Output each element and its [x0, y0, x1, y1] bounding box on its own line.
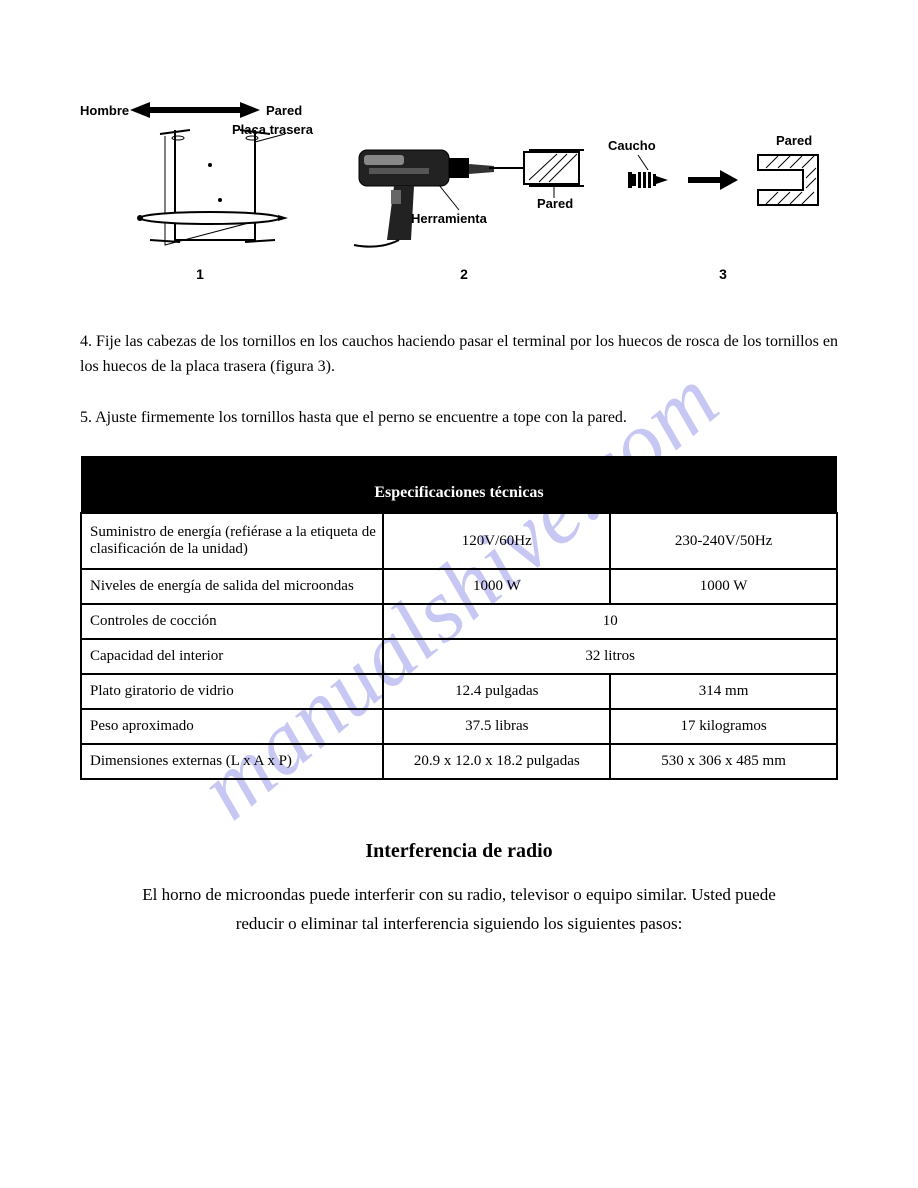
spec-val: 32 litros [383, 639, 837, 674]
fig2-svg: Herramienta Pared [339, 90, 589, 260]
section-header: Interferencia de radio [80, 840, 838, 863]
fig3-svg: Caucho Pared [608, 90, 838, 260]
spec-label: Peso aproximado [81, 709, 383, 744]
disclaimer-text: El horno de microondas puede interferir … [118, 881, 800, 939]
table-row: Niveles de energía de salida del microon… [81, 569, 837, 604]
fig1-number: 1 [196, 266, 204, 282]
spec-val: 20.9 x 12.0 x 18.2 pulgadas [383, 744, 610, 779]
page-content: Hombre Pared Placa tra [0, 0, 918, 999]
spec-val: 530 x 306 x 485 mm [610, 744, 837, 779]
table-title: Especificaciones técnicas [81, 456, 837, 513]
spec-val: 314 mm [610, 674, 837, 709]
fig2-label-herramienta: Herramienta [411, 211, 488, 226]
spec-label: Dimensiones externas (L x A x P) [81, 744, 383, 779]
step-4-text: 4. Fije las cabezas de los tornillos en … [80, 330, 838, 380]
spec-val: 17 kilogramos [610, 709, 837, 744]
table-header-row: Especificaciones técnicas [81, 456, 837, 513]
spec-label: Capacidad del interior [81, 639, 383, 674]
spec-val: 1000 W [383, 569, 610, 604]
fig2-number: 2 [460, 266, 468, 282]
fig1-label-pared: Pared [266, 103, 302, 118]
fig1-svg: Hombre Pared Placa tra [80, 90, 320, 260]
figure-3: Caucho Pared [608, 90, 838, 282]
spec-val: 12.4 pulgadas [383, 674, 610, 709]
fig3-number: 3 [719, 266, 727, 282]
spec-val: 37.5 libras [383, 709, 610, 744]
figure-2: Herramienta Pared 2 [339, 90, 589, 282]
table-row: Plato giratorio de vidrio 12.4 pulgadas … [81, 674, 837, 709]
table-row: Controles de cocción 10 [81, 604, 837, 639]
table-row: Capacidad del interior 32 litros [81, 639, 837, 674]
spec-val: 1000 W [610, 569, 837, 604]
fig1-label-hombre: Hombre [80, 103, 129, 118]
fig3-label-pared: Pared [776, 133, 812, 148]
step-5-text: 5. Ajuste firmemente los tornillos hasta… [80, 406, 838, 431]
figure-row: Hombre Pared Placa tra [80, 90, 838, 290]
spec-label: Plato giratorio de vidrio [81, 674, 383, 709]
table-row: Peso aproximado 37.5 libras 17 kilogramo… [81, 709, 837, 744]
fig1-label-placa: Placa trasera [232, 122, 314, 137]
spec-label: Niveles de energía de salida del microon… [81, 569, 383, 604]
figure-1: Hombre Pared Placa tra [80, 90, 320, 282]
spec-val: 120V/60Hz [383, 513, 610, 569]
spec-table: Especificaciones técnicas Suministro de … [80, 456, 838, 780]
table-row: Dimensiones externas (L x A x P) 20.9 x … [81, 744, 837, 779]
spec-label: Controles de cocción [81, 604, 383, 639]
spec-label: Suministro de energía (refiérase a la et… [81, 513, 383, 569]
table-row: Suministro de energía (refiérase a la et… [81, 513, 837, 569]
spec-val: 10 [383, 604, 837, 639]
spec-val: 230-240V/50Hz [610, 513, 837, 569]
fig3-label-caucho: Caucho [608, 138, 656, 153]
fig2-label-pared: Pared [537, 196, 573, 211]
